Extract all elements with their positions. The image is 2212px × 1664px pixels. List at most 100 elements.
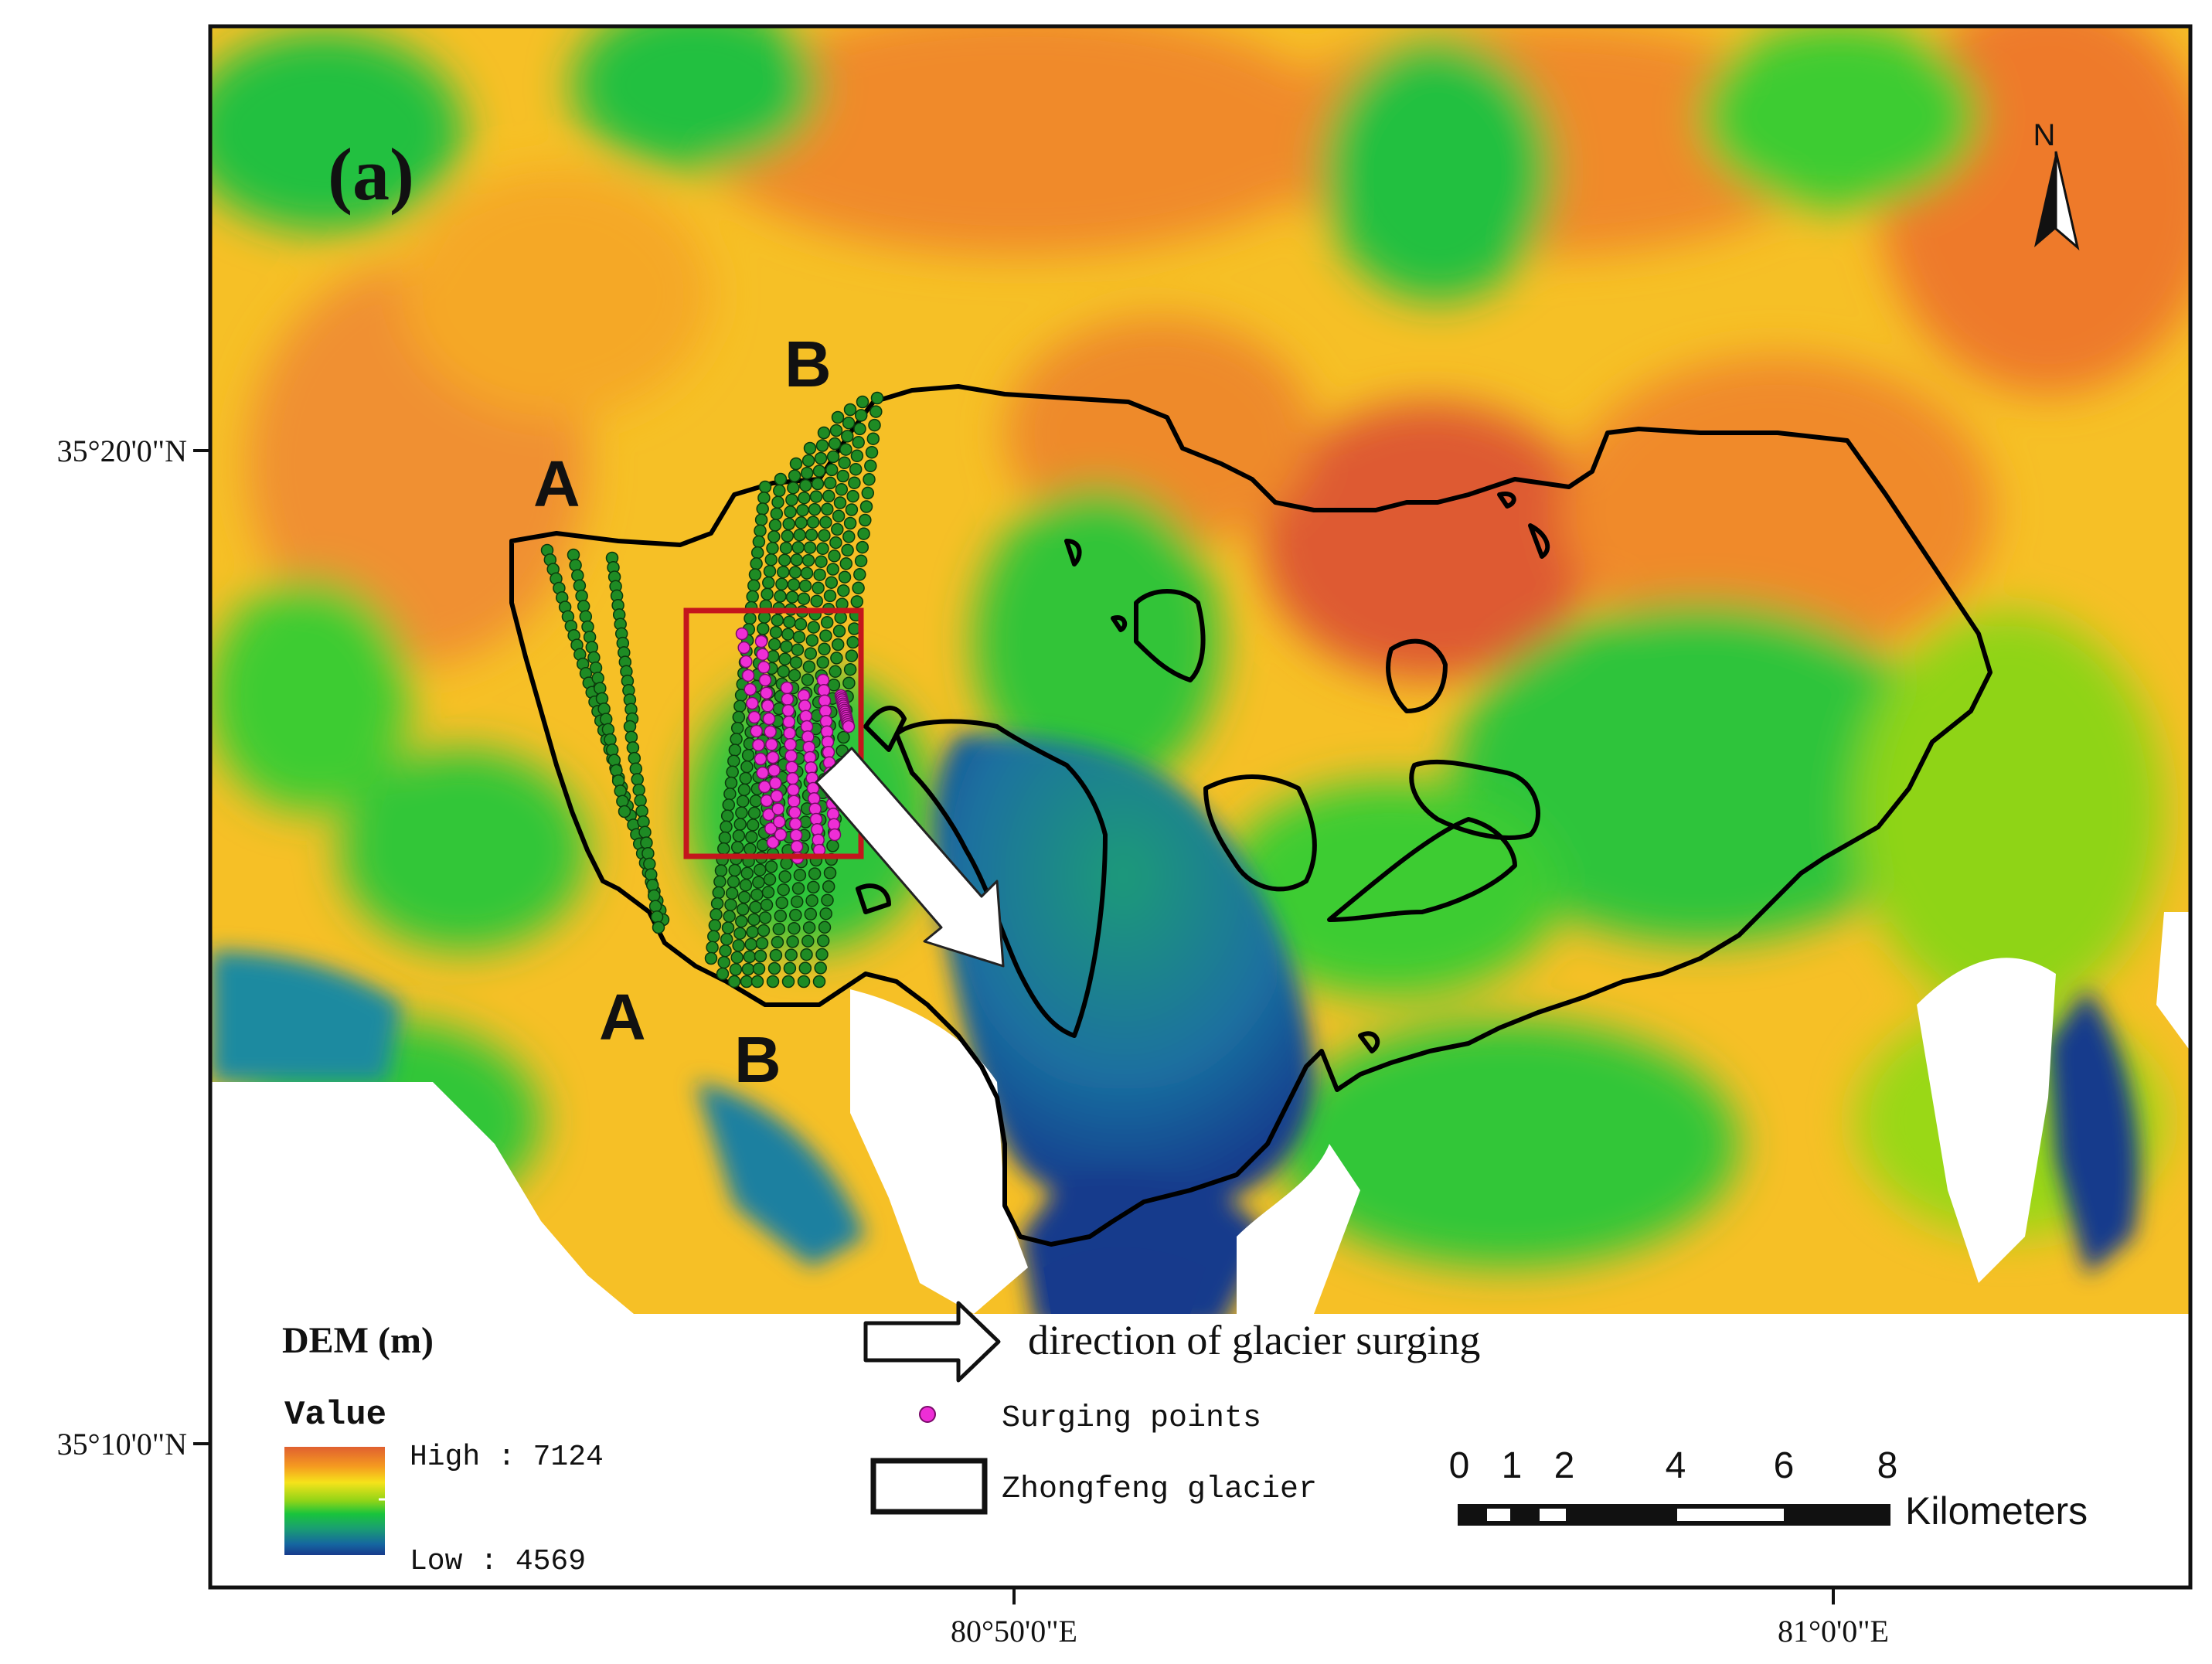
profile-point [803,541,817,554]
dem-legend-title: DEM (m) [282,1320,434,1361]
profile-point [819,907,832,920]
profile-point [830,652,843,665]
profile-point [762,576,775,590]
profile-point [805,634,819,647]
profile-point [833,496,847,509]
profile-point [727,975,741,989]
profile-point [589,661,603,675]
surging-point [788,806,801,819]
profile-point [857,527,870,540]
surging-point [771,802,784,815]
profile-point [768,519,782,532]
profile-point [813,568,826,581]
profile-point [788,566,802,579]
profile-point [716,967,730,981]
profile-point [852,436,865,449]
profile-point [583,630,597,644]
profile-point [730,841,744,854]
profile-point [712,886,726,900]
scale-tick-label: 2 [1554,1445,1575,1486]
profile-point [836,469,849,483]
profile-point [732,710,746,724]
dem-raster [210,26,2190,1587]
profile-point [766,650,780,663]
profile-point [802,920,816,934]
profile-point [730,733,743,746]
scale-unit-label: Kilometers [1905,1489,2088,1533]
profile-point [611,774,625,788]
profile-point [775,577,788,591]
profile-point [802,660,816,673]
surging-point [805,761,818,774]
profile-point [842,530,856,543]
profile-point [829,536,842,550]
profile-point [757,924,771,937]
profile-point [710,908,723,921]
profile-point [801,934,815,948]
profile-point [718,831,732,845]
profile-point [749,900,762,914]
dem-legend: DEM (m) Value High : 7124 Low : 4569 [282,1320,604,1578]
profile-point [713,875,727,888]
profile-point [756,502,769,516]
profile-point [784,948,798,961]
profile-point [631,773,644,786]
profile-point [726,765,739,779]
profile-point [819,516,832,529]
profile-point [788,469,801,482]
profile-point [594,682,607,695]
profile-point [838,456,851,470]
profile-point [864,459,877,473]
profile-point [648,900,662,913]
profile-point [740,760,754,774]
profile-point [808,867,822,880]
profile-point [747,806,761,820]
profile-point [770,507,784,520]
profile-point [767,961,781,975]
profile-point [722,798,736,812]
profile-point [783,961,797,975]
surging-point [766,835,780,849]
profile-point [787,578,801,591]
profile-point [752,535,766,549]
profile-point [741,962,755,976]
profile-point [750,557,763,570]
profile-point [645,879,659,892]
profile-point [774,909,788,923]
surging-point [788,817,802,831]
profile-point [744,611,757,625]
symbol-legend: direction of glacier surging Surging poi… [863,1301,1480,1515]
profile-point [827,679,841,692]
profile-point [792,630,806,644]
surging-point [758,673,772,687]
profile-point [796,503,809,517]
profile-point [749,795,763,808]
profile-point [710,897,724,910]
profile-point [737,890,751,904]
legend-arrow-icon [863,1301,1001,1383]
surging-point [744,682,757,696]
profile-point [801,553,815,567]
profile-point [771,935,784,949]
profile-point [822,489,835,503]
profile-point [571,569,584,582]
profile-point [733,927,747,940]
profile-point [837,730,850,744]
profile-point [803,441,817,455]
profile-point [610,764,623,778]
profile-point [747,913,761,927]
profile-point [635,805,648,818]
profile-point [754,513,768,526]
profile-point [845,503,859,516]
profile-point [601,723,615,737]
profile-point [806,516,820,529]
profile-point [837,584,850,597]
dem-high-label: High : 7124 [410,1441,604,1474]
profile-point [754,524,767,537]
profile-point [831,638,845,652]
profile-point [652,920,665,934]
profile-point [812,581,825,594]
profile-point [623,720,637,733]
profile-point [786,935,799,948]
